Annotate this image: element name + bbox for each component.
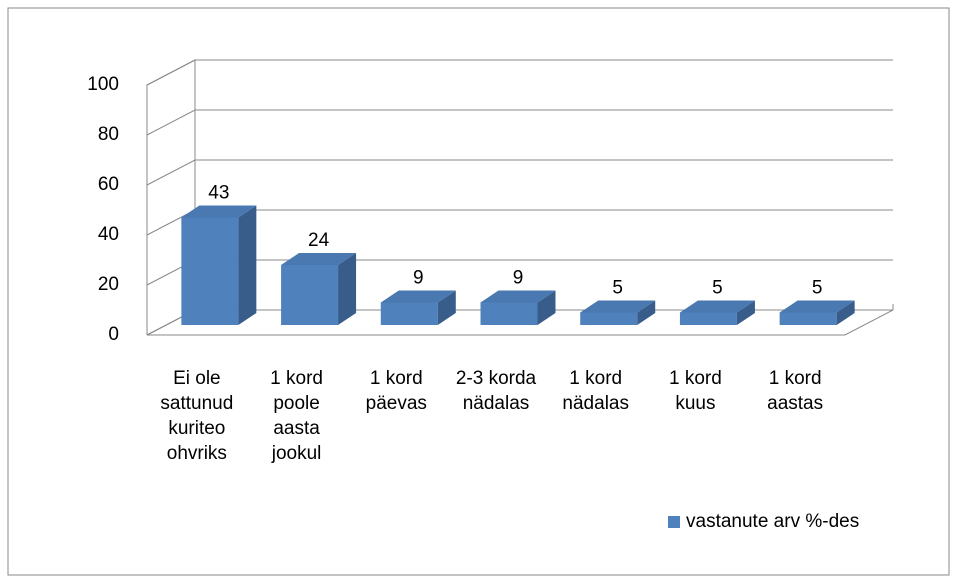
bar (679, 300, 755, 325)
grid-line (146, 59, 893, 86)
bar-face (736, 300, 755, 325)
bar-face (380, 290, 456, 303)
y-tick-label: 100 (87, 74, 119, 95)
bar-face (679, 300, 755, 313)
legend: vastanute arv %-des (668, 511, 859, 533)
bar-face (181, 217, 239, 325)
bar-face (181, 205, 257, 218)
bar-face (480, 302, 538, 325)
data-label: 9 (413, 268, 424, 289)
y-tick-label: 80 (98, 124, 119, 145)
bar-face (238, 205, 257, 325)
y-tick-label: 40 (98, 224, 119, 245)
grid-line (146, 209, 893, 236)
bar-face (281, 253, 357, 265)
bar-face (281, 265, 339, 325)
bar-face (437, 290, 456, 325)
data-label: 5 (712, 278, 723, 299)
bar (779, 300, 855, 325)
x-tick-label: 2-3 korda nädalas (455, 368, 537, 414)
legend-swatch (668, 516, 680, 528)
bar-face (580, 312, 638, 325)
data-label: 43 (208, 183, 229, 204)
bar-face (679, 312, 737, 325)
bar-face (779, 300, 855, 313)
y-tick-label: 60 (98, 174, 119, 195)
grid-line (146, 159, 893, 186)
bar (580, 300, 656, 325)
x-tick-label: 1 kord nädalas (562, 368, 629, 414)
bar-face (480, 290, 556, 303)
grid-line (146, 109, 893, 136)
bar (281, 253, 357, 325)
data-label: 5 (812, 278, 823, 299)
y-tick-label: 20 (98, 274, 119, 295)
x-tick-label: Ei ole sattunud kuriteo ohvriks (160, 368, 234, 464)
bar-face (580, 300, 656, 313)
data-label: 9 (513, 268, 524, 289)
bar (380, 290, 456, 325)
chart-border (7, 7, 950, 576)
bar-face (338, 253, 357, 325)
data-label: 5 (612, 278, 623, 299)
legend-label: vastanute arv %-des (686, 511, 860, 532)
bar-face (637, 300, 656, 325)
x-tick-label: 1 kord kuus (669, 368, 722, 414)
bar (480, 290, 556, 325)
x-tick-label: 1 kord poole aasta jookul (270, 368, 323, 464)
x-tick-label: 1 kord aastas (767, 368, 824, 414)
y-tick-label: 0 (108, 324, 119, 345)
bar-face (537, 290, 556, 325)
bar-face (779, 312, 837, 325)
data-label: 24 (308, 230, 330, 251)
x-tick-label: 1 kord päevas (365, 368, 427, 414)
bar-face (380, 302, 438, 325)
bar-face (836, 300, 855, 325)
bar (181, 205, 257, 325)
